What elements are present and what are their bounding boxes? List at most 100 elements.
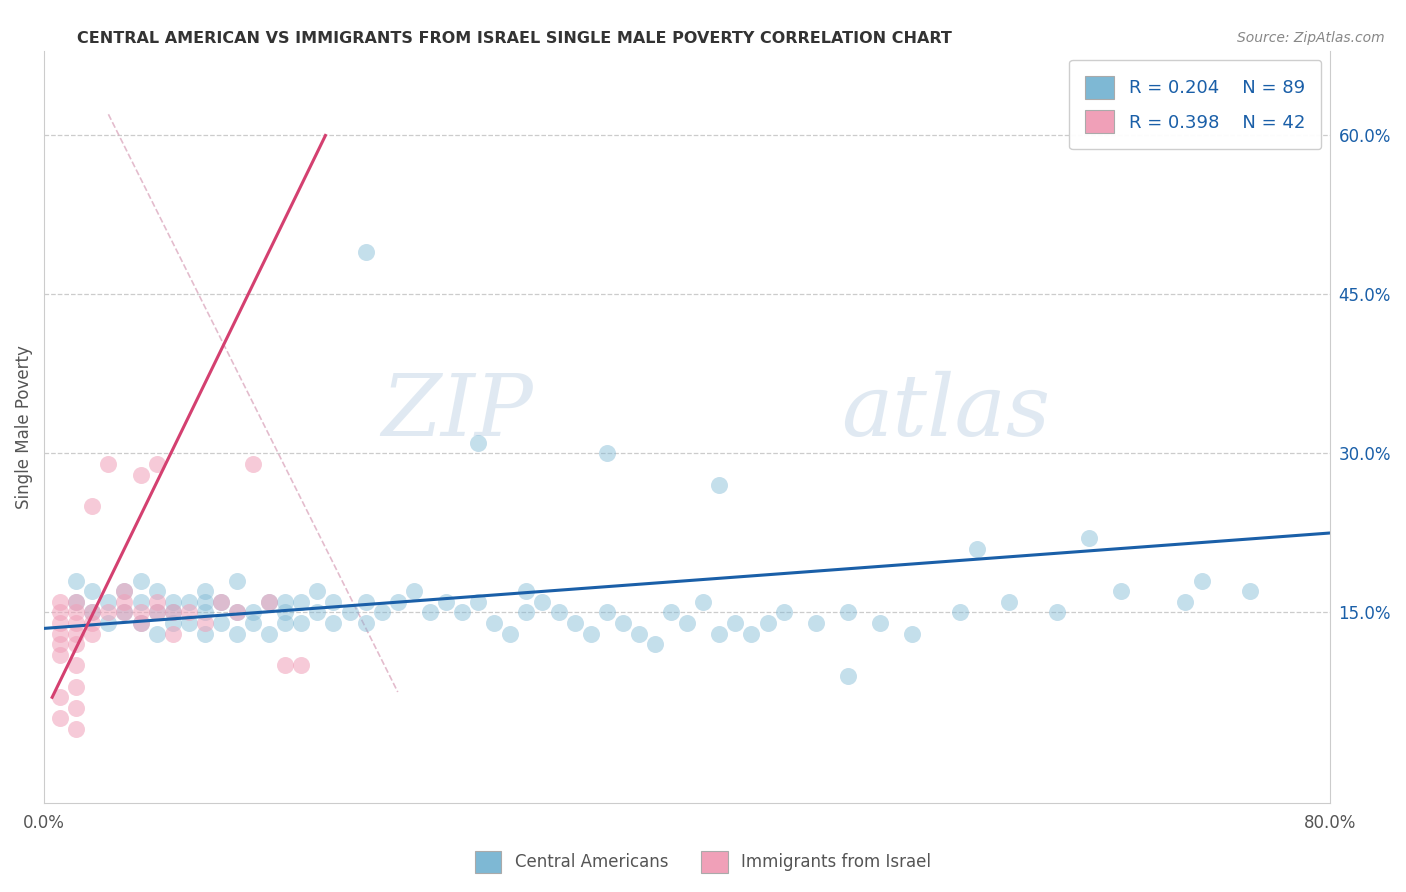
- Point: [1109, 584, 1132, 599]
- Point: [114, 606, 136, 620]
- Point: [49, 711, 72, 725]
- Point: [145, 606, 167, 620]
- Point: [709, 478, 731, 492]
- Point: [49, 648, 72, 662]
- Point: [997, 595, 1019, 609]
- Point: [434, 595, 457, 609]
- Point: [676, 616, 699, 631]
- Point: [274, 595, 297, 609]
- Point: [49, 637, 72, 651]
- Point: [1239, 584, 1261, 599]
- Point: [274, 606, 297, 620]
- Point: [162, 616, 184, 631]
- Point: [194, 595, 217, 609]
- Point: [145, 626, 167, 640]
- Point: [129, 467, 152, 482]
- Point: [97, 606, 120, 620]
- Point: [274, 616, 297, 631]
- Point: [209, 616, 232, 631]
- Point: [65, 616, 87, 631]
- Point: [484, 616, 506, 631]
- Point: [242, 606, 264, 620]
- Point: [49, 595, 72, 609]
- Point: [114, 595, 136, 609]
- Point: [162, 606, 184, 620]
- Point: [499, 626, 522, 640]
- Point: [596, 446, 619, 460]
- Point: [177, 616, 200, 631]
- Point: [451, 606, 474, 620]
- Point: [901, 626, 924, 640]
- Point: [354, 245, 377, 260]
- Point: [49, 626, 72, 640]
- Point: [515, 584, 537, 599]
- Point: [242, 457, 264, 471]
- Point: [162, 595, 184, 609]
- Point: [339, 606, 361, 620]
- Point: [194, 606, 217, 620]
- Point: [307, 584, 329, 599]
- Point: [837, 669, 859, 683]
- Point: [97, 457, 120, 471]
- Point: [65, 626, 87, 640]
- Point: [177, 606, 200, 620]
- Point: [145, 584, 167, 599]
- Point: [419, 606, 441, 620]
- Point: [65, 722, 87, 736]
- Point: [354, 616, 377, 631]
- Point: [1046, 606, 1069, 620]
- Point: [65, 680, 87, 694]
- Point: [659, 606, 682, 620]
- Point: [114, 584, 136, 599]
- Point: [145, 595, 167, 609]
- Point: [837, 606, 859, 620]
- Point: [82, 584, 104, 599]
- Text: CENTRAL AMERICAN VS IMMIGRANTS FROM ISRAEL SINGLE MALE POVERTY CORRELATION CHART: CENTRAL AMERICAN VS IMMIGRANTS FROM ISRA…: [77, 31, 952, 46]
- Point: [49, 616, 72, 631]
- Point: [97, 595, 120, 609]
- Point: [65, 574, 87, 588]
- Point: [209, 595, 232, 609]
- Point: [145, 606, 167, 620]
- Point: [387, 595, 409, 609]
- Legend: Central Americans, Immigrants from Israel: Central Americans, Immigrants from Israe…: [468, 845, 938, 880]
- Point: [772, 606, 794, 620]
- Point: [177, 595, 200, 609]
- Point: [354, 595, 377, 609]
- Point: [114, 584, 136, 599]
- Point: [869, 616, 891, 631]
- Point: [547, 606, 569, 620]
- Point: [709, 626, 731, 640]
- Text: atlas: atlas: [841, 370, 1050, 453]
- Point: [194, 626, 217, 640]
- Point: [740, 626, 762, 640]
- Point: [564, 616, 586, 631]
- Point: [97, 616, 120, 631]
- Point: [49, 606, 72, 620]
- Point: [290, 595, 312, 609]
- Point: [370, 606, 392, 620]
- Point: [226, 606, 249, 620]
- Point: [226, 606, 249, 620]
- Point: [194, 616, 217, 631]
- Point: [65, 658, 87, 673]
- Point: [129, 595, 152, 609]
- Point: [82, 606, 104, 620]
- Y-axis label: Single Male Poverty: Single Male Poverty: [15, 345, 32, 509]
- Point: [804, 616, 827, 631]
- Point: [290, 616, 312, 631]
- Point: [82, 500, 104, 514]
- Point: [129, 574, 152, 588]
- Point: [145, 457, 167, 471]
- Text: ZIP: ZIP: [381, 370, 533, 453]
- Point: [162, 606, 184, 620]
- Point: [114, 606, 136, 620]
- Point: [257, 595, 280, 609]
- Point: [966, 541, 988, 556]
- Point: [242, 616, 264, 631]
- Point: [65, 606, 87, 620]
- Point: [724, 616, 747, 631]
- Point: [949, 606, 972, 620]
- Point: [467, 595, 489, 609]
- Text: Source: ZipAtlas.com: Source: ZipAtlas.com: [1237, 31, 1385, 45]
